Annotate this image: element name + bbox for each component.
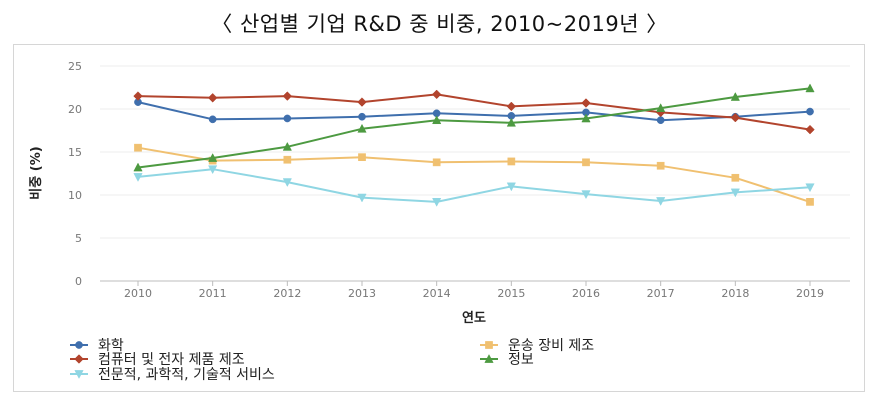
data-point: [656, 197, 666, 206]
x-axis-label: 연도: [462, 311, 486, 326]
y-axis-label: 비중 (%): [29, 146, 44, 199]
series-5: [133, 165, 815, 207]
y-axis: 0 5 10 15 20 25: [68, 60, 82, 288]
series-line: [137, 168, 811, 203]
y-tick-label: 15: [68, 146, 82, 159]
legend-label: 컴퓨터 및 전자 제품 제조: [98, 352, 245, 368]
data-point: [208, 165, 218, 175]
x-tick-label: 2015: [497, 287, 525, 300]
legend-item[interactable]: 정보: [480, 352, 534, 368]
y-tick-label: 5: [75, 232, 82, 245]
data-point: [805, 183, 815, 193]
data-point: [357, 97, 367, 107]
x-tick-label: 2017: [647, 287, 675, 300]
series-line: [137, 101, 811, 122]
data-point: [282, 178, 292, 188]
data-point: [283, 155, 292, 164]
data-point: [806, 198, 814, 206]
legend-marker: [484, 354, 494, 363]
data-point: [358, 112, 366, 121]
data-point: [431, 89, 442, 100]
data-point: [208, 153, 218, 162]
x-tick-label: 2013: [348, 287, 376, 300]
data-point: [133, 162, 143, 172]
legend-item[interactable]: 전문적, 과학적, 기술적 서비스: [70, 367, 275, 383]
data-point: [805, 124, 815, 135]
data-point: [581, 98, 591, 108]
data-point: [730, 112, 741, 123]
y-tick-label: 0: [75, 275, 82, 288]
legend-item[interactable]: 운송 장비 제조: [480, 338, 594, 354]
data-point: [506, 101, 517, 112]
y-tick-label: 25: [68, 60, 82, 73]
data-point: [282, 141, 292, 151]
legend-item[interactable]: 컴퓨터 및 전자 제품 제조: [70, 352, 245, 368]
legend-label: 정보: [508, 352, 534, 368]
data-point: [656, 103, 666, 112]
x-tick-label: 2018: [721, 287, 749, 300]
data-point: [432, 198, 442, 207]
series-line: [137, 93, 811, 131]
data-point: [730, 92, 740, 101]
data-point: [282, 91, 293, 101]
data-point: [806, 107, 814, 116]
legend-marker: [485, 341, 493, 349]
data-point: [581, 190, 591, 200]
legend-label: 화학: [98, 338, 124, 354]
data-point: [581, 113, 591, 123]
series-line: [137, 87, 811, 169]
data-point: [507, 157, 516, 166]
grid-lines: [100, 65, 850, 282]
data-point: [133, 91, 143, 101]
legend-item[interactable]: 화학: [70, 338, 124, 354]
data-point: [134, 143, 142, 152]
x-tick-label: 2011: [199, 287, 227, 300]
data-point: [432, 158, 441, 167]
data-point: [582, 158, 590, 167]
x-tick-label: 2012: [273, 287, 301, 300]
legend-label: 운송 장비 제조: [508, 338, 594, 354]
data-point: [133, 173, 143, 182]
chart-frame: [13, 44, 865, 392]
chart-title: 〈 산업별 기업 R&D 중 비중, 2010~2019년 〉: [211, 12, 668, 36]
series-2: [133, 89, 815, 135]
series-layer: [133, 83, 815, 207]
data-point: [506, 117, 516, 127]
data-point: [731, 173, 740, 182]
x-tick-label: 2010: [124, 287, 152, 300]
legend-marker: [74, 370, 84, 379]
x-tick-label: 2014: [423, 287, 451, 300]
data-point: [506, 182, 516, 192]
data-point: [656, 161, 665, 170]
data-point: [357, 193, 367, 203]
series-line: [137, 146, 811, 203]
series-4: [133, 83, 815, 172]
data-point: [656, 116, 665, 125]
legend-label: 전문적, 과학적, 기술적 서비스: [98, 367, 275, 383]
y-tick-label: 20: [68, 103, 82, 116]
data-point: [805, 83, 815, 93]
legend-marker: [74, 354, 84, 364]
legend-marker: [75, 341, 83, 349]
series-3: [134, 143, 814, 206]
data-point: [208, 115, 217, 124]
data-point: [207, 93, 218, 103]
data-point: [358, 153, 366, 162]
series-1: [134, 98, 814, 125]
x-axis: 2010 2011 2012 2013 2014 2015 2016 2017 2018 2019: [124, 281, 824, 300]
data-point: [283, 114, 292, 123]
data-point: [730, 188, 740, 198]
y-tick-label: 10: [68, 189, 82, 202]
x-tick-label: 2019: [796, 287, 824, 300]
data-point: [432, 115, 442, 125]
data-point: [357, 123, 367, 133]
x-tick-label: 2016: [572, 287, 600, 300]
